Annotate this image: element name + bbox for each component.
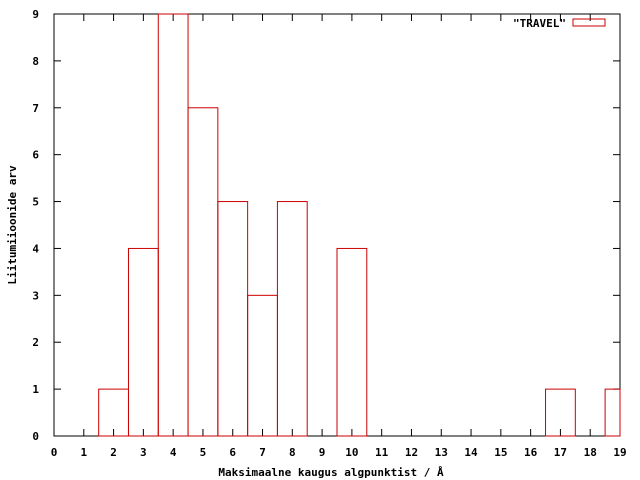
y-tick-label: 8 [32, 55, 39, 68]
y-tick-label: 2 [32, 336, 39, 349]
y-tick-label: 7 [32, 102, 39, 115]
x-tick-label: 3 [140, 446, 147, 459]
x-tick-label: 9 [319, 446, 326, 459]
x-tick-label: 6 [229, 446, 236, 459]
x-axis-ticks: 0 1 2 3 4 5 6 7 8 9 10 11 12 13 14 15 16 17 18 19 [51, 14, 627, 459]
x-tick-label: 4 [170, 446, 177, 459]
y-tick-label: 9 [32, 8, 39, 21]
legend: "TRAVEL" [513, 17, 606, 30]
histogram-bar [217, 201, 249, 437]
x-tick-label: 7 [259, 446, 266, 459]
y-tick-label: 1 [32, 383, 39, 396]
x-tick-label: 1 [80, 446, 87, 459]
histogram-bar [336, 247, 368, 437]
histogram-bar [545, 388, 576, 437]
x-axis-label: Maksimaalne kaugus algpunktist / Å [218, 466, 444, 479]
histogram-bar [276, 201, 308, 437]
y-tick-label: 3 [32, 289, 39, 302]
histogram-bars [98, 13, 621, 437]
y-tick-label: 6 [32, 149, 39, 162]
x-tick-label: 18 [584, 446, 597, 459]
histogram-bar [98, 388, 129, 437]
x-tick-label: 15 [494, 446, 507, 459]
y-tick-label: 0 [32, 430, 39, 443]
x-tick-label: 11 [375, 446, 389, 459]
y-axis-label: Liitumiioonide arv [6, 165, 19, 285]
legend-swatch [572, 18, 606, 27]
x-tick-label: 8 [289, 446, 296, 459]
histogram-bar [127, 247, 159, 437]
x-tick-label: 14 [464, 446, 478, 459]
histogram-bar [247, 294, 278, 437]
x-tick-label: 13 [435, 446, 448, 459]
y-axis-ticks: 0 1 2 3 4 5 6 7 8 9 [32, 8, 620, 443]
histogram-bar [157, 13, 189, 437]
histogram-bar [604, 388, 621, 437]
x-tick-label: 10 [345, 446, 358, 459]
y-tick-label: 5 [32, 196, 39, 209]
x-tick-label: 19 [613, 446, 626, 459]
x-tick-label: 16 [524, 446, 538, 459]
x-tick-label: 17 [554, 446, 567, 459]
histogram-bar [187, 107, 219, 437]
x-tick-label: 12 [405, 446, 418, 459]
x-tick-label: 5 [200, 446, 207, 459]
y-tick-label: 4 [32, 242, 39, 255]
x-tick-label: 0 [51, 446, 58, 459]
legend-label: "TRAVEL" [513, 17, 566, 30]
x-tick-label: 2 [110, 446, 117, 459]
